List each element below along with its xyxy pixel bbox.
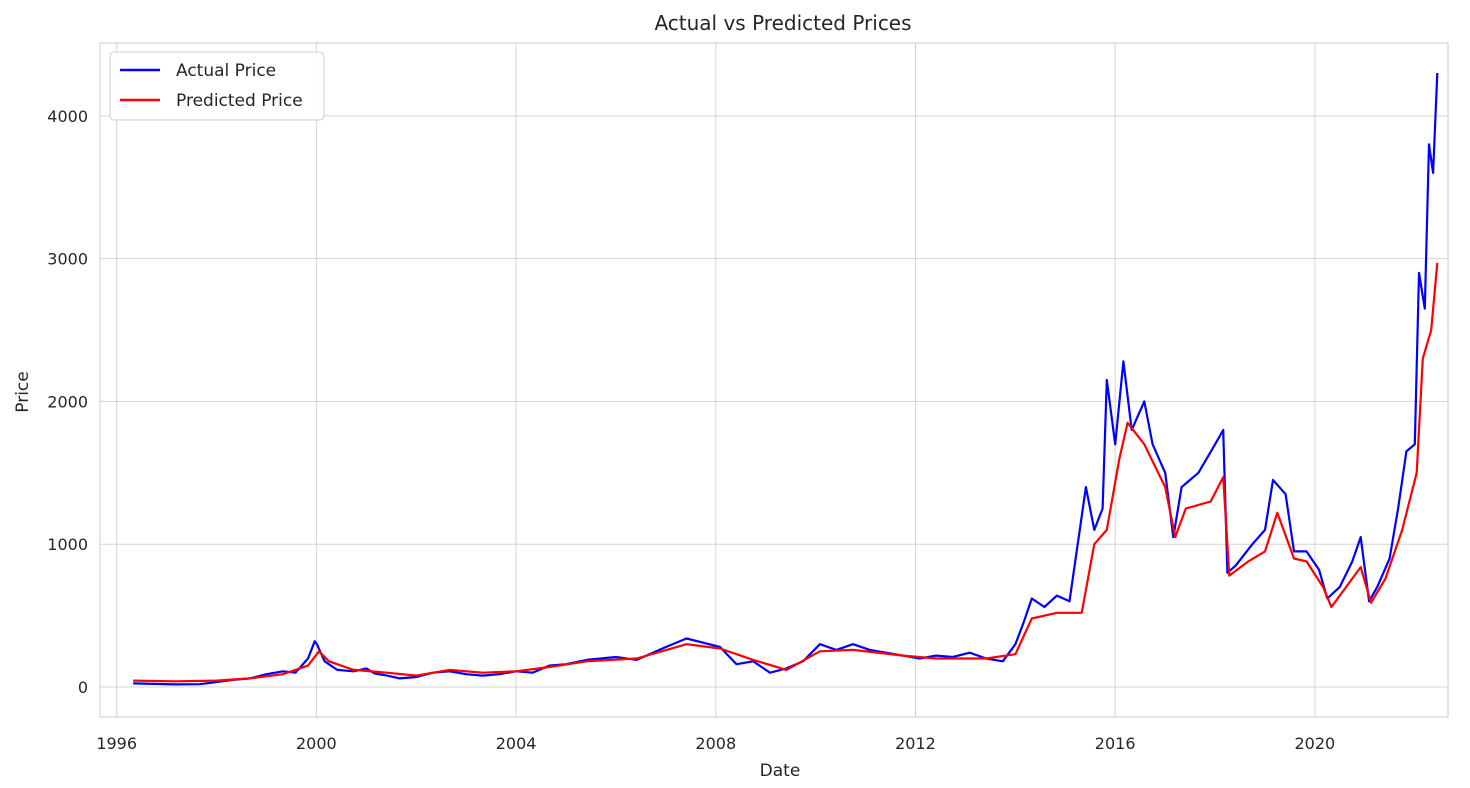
x-tick-label: 1996: [96, 734, 137, 753]
axes: 1996 2000 2004 2008 2012 2016 2020 0 1000 2000 300…: [47, 107, 1335, 753]
legend-label: Predicted Price: [176, 91, 303, 111]
x-tick-label: 2012: [895, 734, 936, 753]
x-tick-label: 2000: [296, 734, 337, 753]
x-tick-label: 2020: [1295, 734, 1336, 753]
series-line-actual: [133, 72, 1439, 686]
series-lines: [133, 72, 1439, 686]
y-axis-label: Price: [13, 371, 33, 412]
y-tick-label: 3000: [47, 250, 88, 269]
x-axis-label: Date: [760, 761, 801, 781]
y-tick-label: 1000: [47, 535, 88, 554]
x-tick-label: 2008: [695, 734, 736, 753]
y-tick-label: 4000: [47, 107, 88, 126]
series-line-predicted: [133, 262, 1439, 683]
chart-title: Actual vs Predicted Prices: [654, 11, 911, 35]
legend-box: [109, 51, 325, 121]
y-tick-label: 2000: [47, 392, 88, 411]
legend: Actual Price Predicted Price: [109, 51, 325, 121]
y-tick-label: 0: [78, 678, 88, 697]
grid: [99, 42, 1449, 718]
plot-frame: [99, 42, 1449, 718]
legend-label: Actual Price: [176, 61, 276, 81]
x-tick-label: 2016: [1095, 734, 1136, 753]
x-tick-label: 2004: [496, 734, 537, 753]
